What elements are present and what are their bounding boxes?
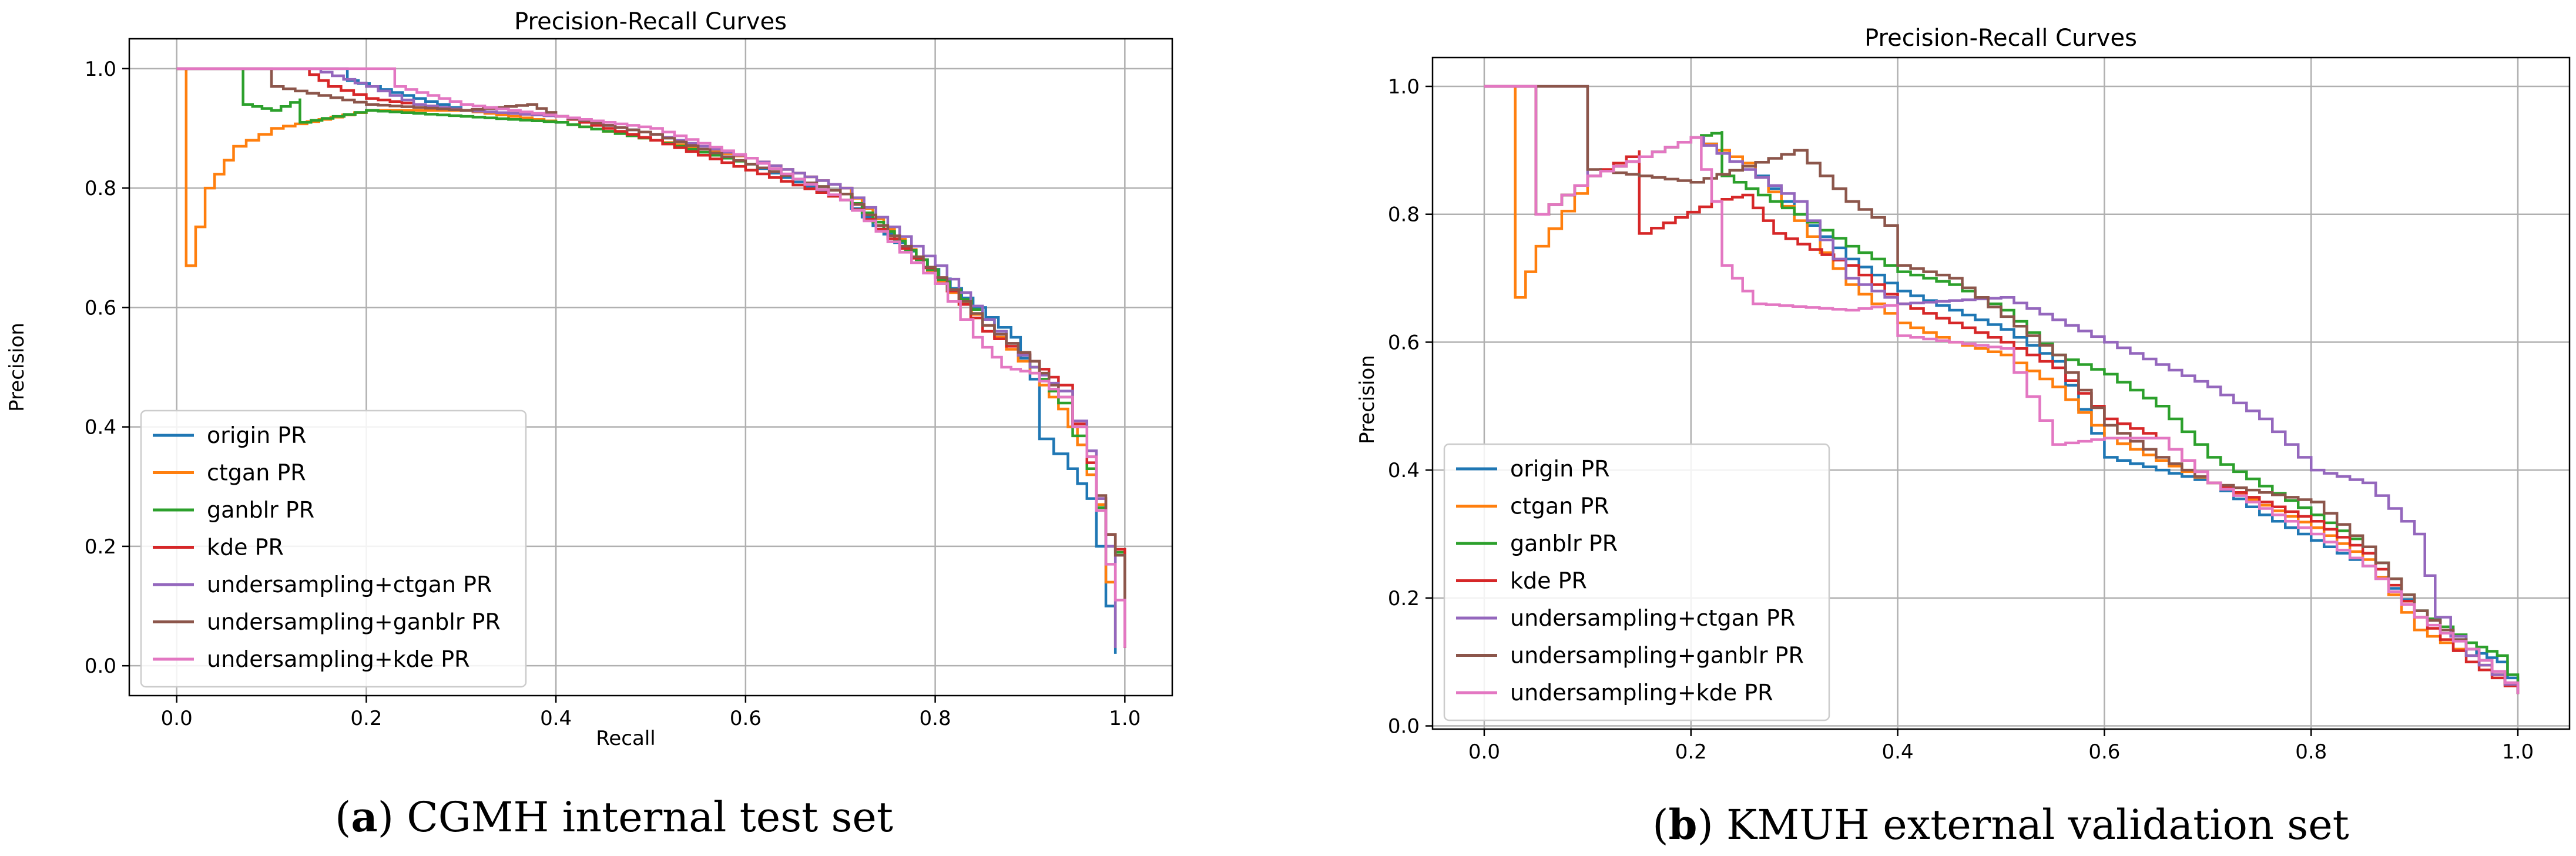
chart-title-b: Precision-Recall Curves [1864, 25, 2137, 52]
series-line-us-kde [176, 67, 1126, 648]
y-tick-label: 0.8 [1388, 203, 1420, 227]
caption-b: (b) KMUH external validation set [1652, 800, 2349, 849]
caption-a-text: ) CGMH internal test set [378, 793, 893, 841]
caption-b-text: ) KMUH external validation set [1697, 801, 2349, 849]
series-line-us-kde [1484, 85, 2520, 694]
x-tick-label: 0.8 [2295, 740, 2327, 764]
x-tick-label: 0.0 [1468, 740, 1500, 764]
legend-label: kde PR [1510, 568, 1587, 594]
series-line-kde [1484, 85, 2520, 694]
x-tick-label: 0.0 [161, 707, 193, 730]
x-tick-label: 0.4 [1882, 740, 1914, 764]
x-tick-label: 0.6 [730, 707, 762, 730]
y-tick-label: 1.0 [85, 58, 116, 81]
y-tick-label: 0.4 [1388, 459, 1420, 482]
legend-label: undersampling+ctgan PR [207, 572, 492, 597]
caption-a: (a) CGMH internal test set [335, 793, 893, 841]
y-tick-label: 0.6 [85, 296, 116, 320]
legend-label: undersampling+ctgan PR [1510, 605, 1795, 631]
y-tick-label: 0.4 [85, 416, 116, 439]
y-tick-label: 0.8 [85, 177, 116, 200]
series-line-us-ganblr [1484, 85, 2520, 694]
x-tick-label: 1.0 [1109, 707, 1141, 730]
y-tick-label: 0.6 [1388, 331, 1420, 354]
plot-frame-b [1431, 56, 2571, 730]
legend-a [140, 409, 527, 688]
caption-a-letter: a [351, 793, 377, 841]
legend-label: origin PR [207, 422, 307, 448]
y-tick-label: 0.0 [85, 654, 116, 678]
x-tick-label: 0.6 [2088, 740, 2120, 764]
legend-label: undersampling+ganblr PR [1510, 643, 1804, 669]
svg-text:(b) KMUH external validation s: (b) KMUH external validation set [1652, 800, 2349, 849]
plot-frame-a [128, 38, 1173, 697]
chart-title-a: Precision-Recall Curves [514, 8, 787, 35]
legend-label: ganblr PR [207, 497, 314, 523]
y-axis-label-b: Precision [1356, 355, 1379, 444]
legend-label: ganblr PR [1510, 531, 1618, 556]
legend-label: undersampling+kde PR [207, 646, 470, 672]
legend-label: undersampling+ganblr PR [207, 609, 501, 635]
legend-b [1443, 443, 1830, 721]
legend-label: undersampling+kde PR [1510, 680, 1773, 706]
y-tick-label: 0.2 [1388, 587, 1420, 610]
x-tick-label: 0.4 [540, 707, 572, 730]
y-tick-label: 0.0 [1388, 715, 1420, 738]
x-tick-label: 0.2 [1675, 740, 1707, 764]
x-tick-label: 0.2 [350, 707, 382, 730]
x-tick-label: 1.0 [2502, 740, 2534, 764]
svg-text:(a) CGMH internal test set: (a) CGMH internal test set [335, 793, 893, 841]
y-axis-label-a: Precision [5, 323, 29, 412]
legend-label: origin PR [1510, 456, 1610, 482]
caption-b-letter: b [1669, 800, 1698, 849]
x-tick-label: 0.8 [920, 707, 951, 730]
x-axis-label-a: Recall [596, 727, 655, 750]
chart-panel-b: Precision-Recall Curves Precision 0.0 0.2… [1356, 25, 2571, 764]
legend-label: ctgan PR [207, 460, 306, 486]
y-tick-label: 1.0 [1388, 75, 1420, 99]
series-line-us-ganblr [176, 67, 1126, 648]
legend-label: ctgan PR [1510, 494, 1609, 519]
chart-panel-a: Precision-Recall Curves Precision Recall… [5, 8, 1173, 750]
legend-label: kde PR [207, 535, 284, 560]
y-tick-label: 0.2 [85, 535, 116, 559]
